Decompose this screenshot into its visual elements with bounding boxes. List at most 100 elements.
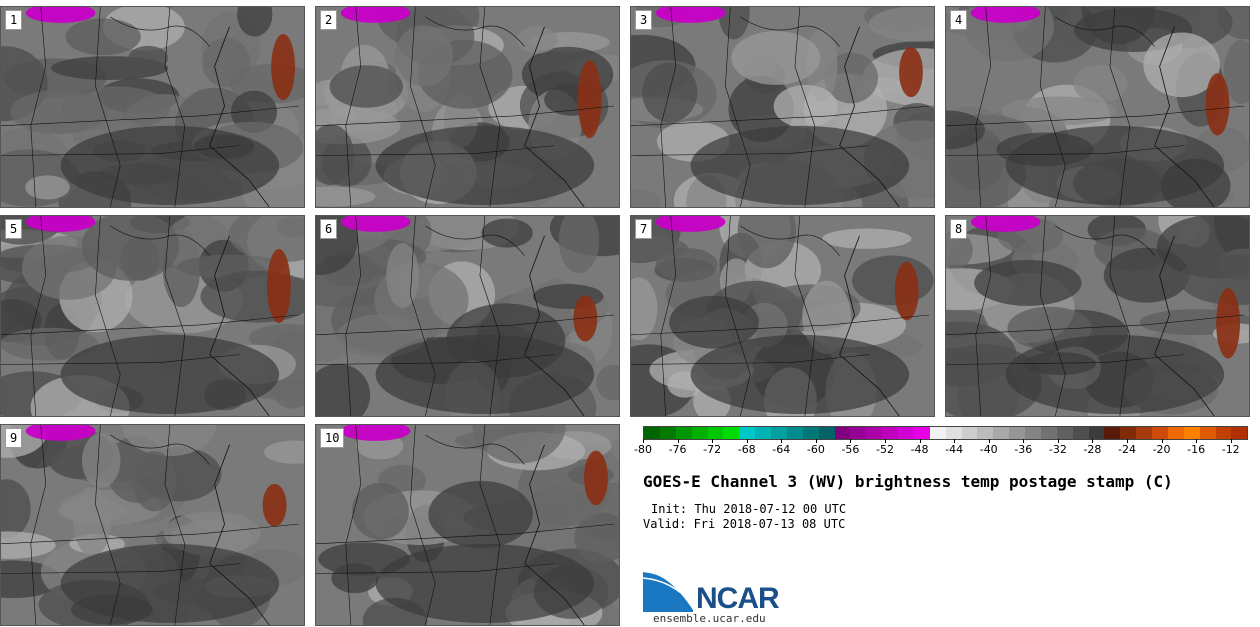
panel-number: 6 <box>320 219 338 239</box>
map-panel-2: 2 <box>315 6 620 208</box>
colorbar-swatch <box>675 427 692 439</box>
panel-number: 2 <box>320 10 338 30</box>
colorbar-tick-mark <box>1127 439 1128 443</box>
colorbar-tick-label: -80 <box>634 443 652 456</box>
colorbar-swatch <box>786 427 803 439</box>
colorbar-swatch <box>644 427 660 439</box>
colorbar-swatch <box>1040 427 1057 439</box>
map-panel-7: 7 <box>630 215 935 417</box>
colorbar-swatch <box>1120 427 1137 439</box>
colorbar-swatch <box>739 427 756 439</box>
colorbar-tick-label: -52 <box>876 443 894 456</box>
panel-number: 4 <box>950 10 968 30</box>
colorbar-swatch <box>1088 427 1105 439</box>
water-vapor-map <box>1 425 304 625</box>
colorbar-swatch <box>1025 427 1041 439</box>
panel-number: 9 <box>5 428 23 448</box>
map-panel-1: 1 <box>0 6 305 208</box>
colorbar-tick-mark <box>988 439 990 443</box>
panel-number: 5 <box>5 219 23 239</box>
water-vapor-map <box>1 216 304 416</box>
colorbar-tick-label: -68 <box>737 443 756 456</box>
colorbar-tick-label: -56 <box>841 443 860 456</box>
colorbar-tick-label: -76 <box>668 443 687 456</box>
colorbar-tick-label: -28 <box>1083 443 1102 456</box>
colorbar-tick-mark <box>1161 439 1163 443</box>
map-panel-6: 6 <box>315 215 620 417</box>
colorbar-tick-mark <box>712 439 714 443</box>
colorbar <box>643 426 1248 440</box>
colorbar-tick-mark <box>677 439 679 443</box>
map-panel-9: 9 <box>0 424 305 626</box>
colorbar-tick-mark <box>1057 439 1059 443</box>
colorbar-tick-label: -36 <box>1014 443 1033 456</box>
colorbar-swatch <box>945 427 962 439</box>
colorbar-ticks: -80 -76 -72 -68 -64 -60 -56 -52 -48 -44 -40 -36 -32 -… <box>634 439 1248 459</box>
colorbar-swatch <box>1199 427 1216 439</box>
map-panel-5: 5 <box>0 215 305 417</box>
colorbar-swatch <box>834 427 851 439</box>
colorbar-swatch <box>1183 427 1200 439</box>
colorbar-swatch <box>1104 427 1121 439</box>
water-vapor-map <box>316 7 619 207</box>
colorbar-swatch <box>1056 427 1073 439</box>
colorbar-tick-label: -44 <box>945 443 964 456</box>
colorbar-swatch <box>913 427 930 439</box>
colorbar-tick-label: -16 <box>1187 443 1206 456</box>
colorbar-swatch <box>1136 427 1152 439</box>
colorbar-swatch <box>723 427 740 439</box>
colorbar-tick-label: -12 <box>1221 443 1240 456</box>
colorbar-swatch <box>977 427 994 439</box>
water-vapor-map <box>1 7 304 207</box>
colorbar-tick-mark <box>1023 439 1025 443</box>
colorbar-swatch <box>1152 427 1168 439</box>
colorbar-tick-mark <box>1230 439 1232 443</box>
colorbar-tick-mark <box>850 439 852 443</box>
colorbar-tick-label: -72 <box>703 443 722 456</box>
colorbar-tick-label: -24 <box>1118 443 1136 456</box>
colorbar-swatch <box>866 427 883 439</box>
colorbar-tick-mark <box>885 439 886 443</box>
valid-time: Valid: Fri 2018-07-13 08 UTC <box>643 517 846 531</box>
water-vapor-map <box>631 216 934 416</box>
init-time: Init: Thu 2018-07-12 00 UTC <box>651 502 847 516</box>
map-panel-4: 4 <box>945 6 1250 208</box>
colorbar-tick-mark <box>1196 439 1198 443</box>
colorbar-tick-mark <box>1092 439 1094 443</box>
colorbar-tick-label: -40 <box>979 443 998 456</box>
map-panel-10: 10 <box>315 424 620 626</box>
panel-number: 8 <box>950 219 968 239</box>
map-panel-8: 8 <box>945 215 1250 417</box>
panel-number: 7 <box>635 219 653 239</box>
colorbar-swatch <box>1072 427 1089 439</box>
colorbar-tick-label: -32 <box>1048 443 1067 456</box>
colorbar-tick-mark <box>815 439 817 443</box>
colorbar-swatch <box>755 427 771 439</box>
colorbar-swatch <box>771 427 787 439</box>
colorbar-tick-label: -60 <box>806 443 825 456</box>
water-vapor-map <box>316 216 619 416</box>
colorbar-swatch <box>882 427 898 439</box>
colorbar-swatch <box>898 427 914 439</box>
colorbar-tick-mark <box>954 439 956 443</box>
colorbar-swatch <box>1009 427 1025 439</box>
water-vapor-map <box>316 425 619 625</box>
chart-title: GOES-E Channel 3 (WV) brightness temp po… <box>643 472 1173 491</box>
colorbar-tick-mark <box>643 439 644 443</box>
colorbar-swatch <box>707 427 724 439</box>
colorbar-swatch <box>818 427 835 439</box>
colorbar-swatch <box>1231 427 1248 439</box>
colorbar-tick-mark <box>746 439 748 443</box>
logo-url: ensemble.ucar.edu <box>653 612 766 625</box>
colorbar-tick-mark <box>919 439 921 443</box>
colorbar-swatch <box>802 427 819 439</box>
logo-name: NCAR <box>696 582 780 615</box>
colorbar-swatch <box>691 427 708 439</box>
colorbar-swatch <box>993 427 1010 439</box>
map-panel-3: 3 <box>630 6 935 208</box>
ncar-logo-icon <box>643 570 694 612</box>
water-vapor-map <box>946 216 1249 416</box>
colorbar-swatch <box>961 427 978 439</box>
water-vapor-map <box>946 7 1249 207</box>
panel-number: 1 <box>5 10 23 30</box>
